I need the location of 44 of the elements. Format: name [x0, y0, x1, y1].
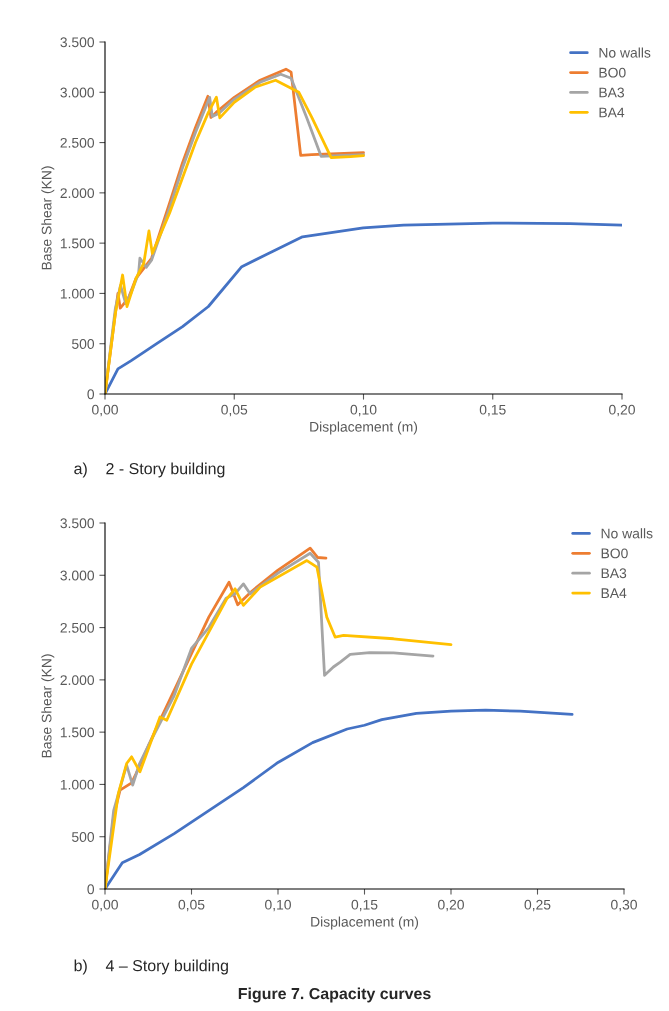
legend-label: BA4 — [601, 588, 627, 598]
y-tick-label: 1.000 — [60, 288, 95, 299]
y-tick-label: 500 — [71, 339, 95, 349]
y-tick-label: 500 — [71, 832, 95, 842]
x-axis-title: Displacement (m) — [311, 916, 419, 930]
y-tick-label: 3.500 — [60, 37, 95, 48]
legend-label: BA4 — [599, 107, 625, 118]
legend-label: No walls — [601, 528, 653, 539]
x-tick-label: 0,25 — [524, 899, 551, 912]
y-tick-label: 0 — [87, 884, 95, 895]
legend-label: BO0 — [599, 67, 626, 78]
text: a) 2 - Story building — [74, 462, 225, 478]
y-tick-label: 2.000 — [60, 675, 95, 686]
legend-label: BO0 — [601, 548, 628, 559]
x-tick-label: 0,15 — [351, 899, 378, 912]
x-tick-label: 0,10 — [265, 899, 291, 912]
y-tick-label: 0 — [87, 389, 95, 400]
line-series — [105, 708, 574, 889]
x-tick-label: 0,15 — [479, 404, 506, 417]
x-tick-label: 0,05 — [178, 899, 205, 912]
x-axis-title: Displacement (m) — [310, 421, 418, 435]
x-tick-label: 0,00 — [92, 899, 118, 912]
x-tick-label: 0,00 — [92, 404, 118, 417]
x-tick-label: 0,05 — [221, 404, 248, 417]
text: b) 4 – Story building — [74, 959, 228, 975]
x-tick-label: 0,20 — [438, 899, 464, 912]
legend-label: No walls — [599, 47, 651, 58]
x-tick-label: 0,20 — [609, 404, 635, 417]
y-tick-label: 1.500 — [60, 727, 95, 738]
y-tick-label: 1.000 — [60, 779, 95, 790]
y-axis-title: Base Shear (KN) — [41, 166, 55, 270]
legend-label: BA3 — [599, 87, 625, 98]
x-tick-label: 0,30 — [611, 899, 637, 912]
y-tick-label: 3.000 — [60, 87, 95, 98]
x-tick-label: 0,10 — [350, 404, 377, 417]
y-tick-label: 2.500 — [60, 137, 95, 148]
y-tick-label: 2.000 — [60, 188, 95, 199]
y-axis-title: Base Shear (KN) — [41, 654, 55, 758]
y-tick-label: 2.500 — [60, 622, 95, 633]
caption: Figure 7. Capacity curves — [238, 987, 431, 1003]
y-tick-label: 3.500 — [60, 518, 95, 529]
legend-label: BA3 — [601, 568, 627, 579]
y-tick-label: 3.000 — [60, 570, 95, 581]
y-tick-label: 1.500 — [60, 238, 95, 249]
